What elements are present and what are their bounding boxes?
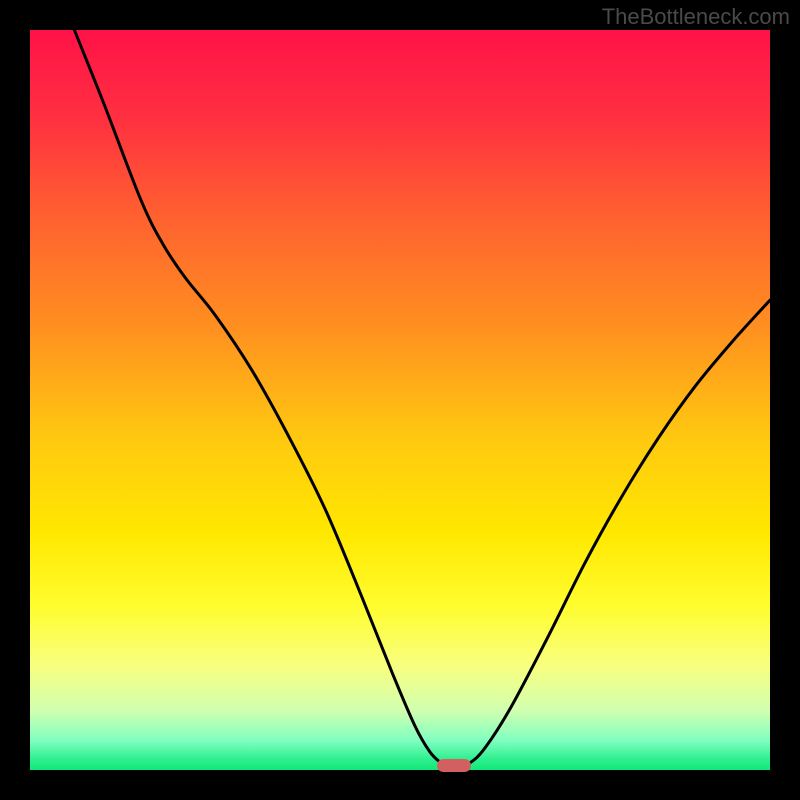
watermark-text: TheBottleneck.com — [602, 4, 790, 30]
plot-area — [30, 30, 770, 770]
bottleneck-curve — [30, 30, 770, 770]
optimum-marker — [437, 759, 470, 772]
